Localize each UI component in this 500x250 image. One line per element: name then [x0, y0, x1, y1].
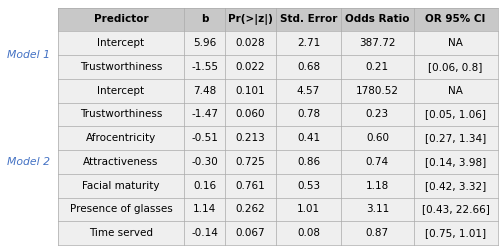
Text: Intercept: Intercept [98, 38, 144, 48]
Text: Odds Ratio: Odds Ratio [345, 14, 410, 24]
Bar [58, 31, 498, 55]
Text: 0.08: 0.08 [297, 228, 320, 238]
Text: OR 95% CI: OR 95% CI [426, 14, 486, 24]
Text: [0.05, 1.06]: [0.05, 1.06] [425, 110, 486, 120]
Text: [0.27, 1.34]: [0.27, 1.34] [425, 133, 486, 143]
Bar [58, 8, 498, 31]
Text: [0.75, 1.01]: [0.75, 1.01] [425, 228, 486, 238]
Text: [0.43, 22.66]: [0.43, 22.66] [422, 204, 490, 214]
Text: Std. Error: Std. Error [280, 14, 337, 24]
Text: 2.71: 2.71 [297, 38, 320, 48]
Text: -0.51: -0.51 [191, 133, 218, 143]
Text: 0.262: 0.262 [236, 204, 266, 214]
Text: 1.14: 1.14 [193, 204, 216, 214]
Text: NA: NA [448, 86, 463, 96]
Bar [58, 102, 498, 126]
Text: 1.18: 1.18 [366, 180, 389, 191]
Bar [58, 150, 498, 174]
Bar [58, 198, 498, 221]
Text: 0.213: 0.213 [236, 133, 266, 143]
Text: Trustworthiness: Trustworthiness [80, 110, 162, 120]
Text: [0.42, 3.32]: [0.42, 3.32] [425, 180, 486, 191]
Text: 0.53: 0.53 [297, 180, 320, 191]
Text: -0.14: -0.14 [191, 228, 218, 238]
Text: 4.57: 4.57 [297, 86, 320, 96]
Text: [0.14, 3.98]: [0.14, 3.98] [425, 157, 486, 167]
Text: 0.067: 0.067 [236, 228, 266, 238]
Text: 0.761: 0.761 [236, 180, 266, 191]
Text: 0.86: 0.86 [297, 157, 320, 167]
Text: Pr(>|z|): Pr(>|z|) [228, 14, 273, 25]
Bar [58, 55, 498, 79]
Text: 3.11: 3.11 [366, 204, 389, 214]
Text: 1780.52: 1780.52 [356, 86, 399, 96]
Text: 0.16: 0.16 [193, 180, 216, 191]
Text: 0.41: 0.41 [297, 133, 320, 143]
Text: Presence of glasses: Presence of glasses [70, 204, 172, 214]
Text: 0.022: 0.022 [236, 62, 266, 72]
Bar [58, 174, 498, 198]
Text: b: b [201, 14, 208, 24]
Text: 0.725: 0.725 [236, 157, 266, 167]
Text: 1.01: 1.01 [297, 204, 320, 214]
Text: Time served: Time served [89, 228, 153, 238]
Text: 0.028: 0.028 [236, 38, 266, 48]
Text: -1.47: -1.47 [191, 110, 218, 120]
Bar [58, 79, 498, 102]
Text: 387.72: 387.72 [359, 38, 396, 48]
Text: 0.74: 0.74 [366, 157, 389, 167]
Bar [58, 221, 498, 245]
Text: 0.101: 0.101 [236, 86, 266, 96]
Bar [58, 126, 498, 150]
Text: NA: NA [448, 38, 463, 48]
Text: 0.23: 0.23 [366, 110, 389, 120]
Text: 0.060: 0.060 [236, 110, 266, 120]
Text: Facial maturity: Facial maturity [82, 180, 160, 191]
Text: Afrocentricity: Afrocentricity [86, 133, 156, 143]
Text: Intercept: Intercept [98, 86, 144, 96]
Text: Trustworthiness: Trustworthiness [80, 62, 162, 72]
Text: 0.21: 0.21 [366, 62, 389, 72]
Text: -1.55: -1.55 [191, 62, 218, 72]
Text: -0.30: -0.30 [191, 157, 218, 167]
Text: Attractiveness: Attractiveness [83, 157, 158, 167]
Text: 7.48: 7.48 [193, 86, 216, 96]
Text: 5.96: 5.96 [193, 38, 216, 48]
Text: Model 1: Model 1 [7, 50, 50, 60]
Text: 0.60: 0.60 [366, 133, 389, 143]
Text: 0.78: 0.78 [297, 110, 320, 120]
Text: Predictor: Predictor [94, 14, 148, 24]
Text: 0.68: 0.68 [297, 62, 320, 72]
Text: [0.06, 0.8]: [0.06, 0.8] [428, 62, 483, 72]
Text: 0.87: 0.87 [366, 228, 389, 238]
Text: Model 2: Model 2 [7, 157, 50, 167]
